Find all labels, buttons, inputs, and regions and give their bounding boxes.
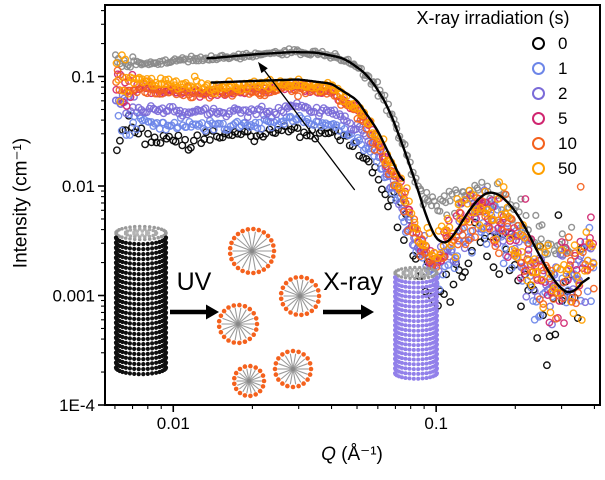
x-tick-label: 0.01 bbox=[157, 414, 190, 433]
legend-entry-2: 2 bbox=[386, 81, 600, 106]
axes-layer: 0.01 0.1 0.1 0.01 0.001 1E-4 bbox=[52, 4, 601, 433]
micelle-icon bbox=[272, 348, 314, 390]
xray-arrow-icon bbox=[323, 304, 374, 320]
y-tick-label: 0.1 bbox=[71, 68, 95, 87]
scatter-series-50 bbox=[112, 51, 598, 324]
x-axis-label-symbol: Q bbox=[321, 444, 336, 465]
fit-lines-layer bbox=[206, 51, 590, 294]
legend-entry-label: 0 bbox=[558, 33, 568, 53]
xray-label: X-ray bbox=[323, 268, 383, 296]
legend-marker-icon bbox=[532, 137, 545, 150]
x-tick-label: 0.1 bbox=[424, 414, 448, 433]
y-tick-label: 1E-4 bbox=[59, 396, 95, 415]
micelle-icon bbox=[278, 274, 322, 318]
legend: X-ray irradiation (s) 0 1 2 5 10 50 bbox=[386, 5, 600, 181]
legend-marker-icon bbox=[532, 37, 545, 50]
increase-arrow-icon bbox=[257, 61, 356, 191]
y-tick-label: 0.001 bbox=[52, 287, 95, 306]
legend-entry-label: 10 bbox=[558, 133, 577, 153]
legend-entry-0: 0 bbox=[386, 31, 600, 56]
uv-label: UV bbox=[176, 268, 212, 296]
x-axis-label: Q (Å⁻¹) bbox=[321, 443, 383, 466]
fit-colored bbox=[210, 78, 405, 182]
legend-entry-10: 10 bbox=[386, 131, 600, 156]
micelle-icon bbox=[216, 302, 260, 346]
micelle-icon bbox=[232, 363, 267, 399]
fit-gray bbox=[206, 51, 590, 294]
nanotube-purple-icon bbox=[393, 265, 439, 381]
legend-entry-5: 5 bbox=[386, 106, 600, 131]
plot-border bbox=[104, 4, 601, 406]
x-axis-label-unit: (Å⁻¹) bbox=[335, 444, 383, 465]
legend-marker-icon bbox=[532, 87, 545, 100]
legend-marker-icon bbox=[532, 112, 545, 125]
y-axis-label: Intensity (cm⁻¹) bbox=[10, 137, 32, 269]
nanotube-black-icon bbox=[113, 224, 169, 377]
inset-schematic bbox=[113, 224, 439, 399]
uv-arrow-icon bbox=[170, 304, 219, 320]
legend-marker-icon bbox=[532, 62, 545, 75]
legend-marker-icon bbox=[532, 162, 545, 175]
legend-entry-label: 5 bbox=[558, 108, 568, 128]
legend-entry-1: 1 bbox=[386, 56, 600, 81]
legend-entry-label: 1 bbox=[558, 58, 568, 78]
legend-entry-50: 50 bbox=[386, 156, 600, 181]
y-tick-label: 0.01 bbox=[62, 177, 95, 196]
legend-entry-label: 50 bbox=[558, 158, 577, 178]
legend-entries: 0 1 2 5 10 50 bbox=[386, 31, 600, 181]
legend-entry-label: 2 bbox=[558, 83, 568, 103]
micelle-icon bbox=[227, 226, 277, 276]
legend-title: X-ray irradiation (s) bbox=[416, 8, 570, 28]
